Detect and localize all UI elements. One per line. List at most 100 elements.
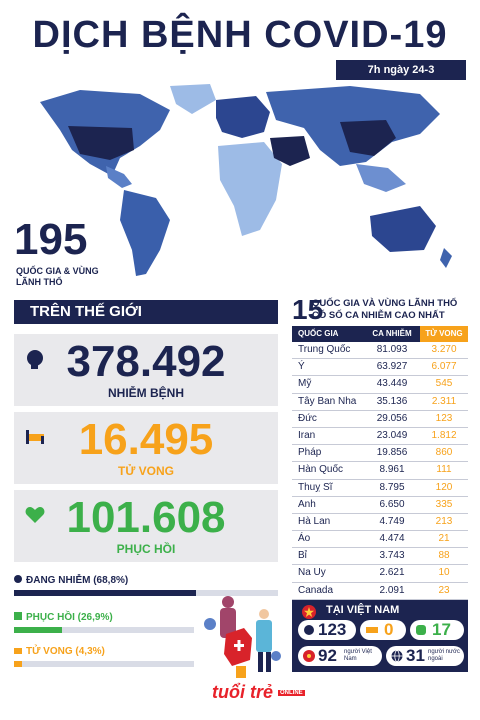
- vietnam-flag-small-icon: [303, 650, 315, 662]
- cases-cell: 29.056: [376, 412, 408, 424]
- australia-region: [370, 206, 436, 252]
- recovered-bar-track: [14, 627, 194, 633]
- deaths-cell: 2.311: [431, 395, 457, 407]
- deaths-cell: 23: [438, 584, 450, 596]
- active-bar-group: ĐANG NHIỄM (68,8%): [14, 575, 278, 596]
- active-bar-fill: [14, 590, 196, 596]
- middle-east-region: [270, 136, 310, 166]
- vietnam-title: TẠI VIỆT NAM: [326, 604, 400, 616]
- south-america-region: [120, 190, 170, 276]
- infected-label: NHIỄM BỆNH: [107, 386, 184, 400]
- recovered-bar-label: PHỤC HỒI (26,9%): [14, 612, 194, 623]
- world-map: [40, 84, 452, 276]
- bed-icon: [26, 430, 44, 444]
- country-cell: Iran: [298, 429, 316, 441]
- bed-small-icon: [14, 648, 22, 654]
- vn-deaths-value: 0: [384, 620, 394, 639]
- country-cell: Hà Lan: [298, 515, 331, 527]
- vietnam-flag-icon: [302, 605, 316, 619]
- table-row: Iran 23.049 1.812: [292, 428, 468, 446]
- country-cell: Đức: [298, 412, 317, 424]
- country-cell: Mỹ: [298, 378, 312, 390]
- table-row: Canada 2.091 23: [292, 583, 468, 600]
- deaths-cell: 123: [435, 412, 453, 424]
- cases-cell: 4.474: [379, 533, 405, 545]
- cases-cell: 19.856: [376, 447, 408, 459]
- table-row: Trung Quốc 81.093 3.270: [292, 342, 468, 360]
- country-cell: Pháp: [298, 447, 322, 459]
- country-cell: Ý: [298, 361, 305, 373]
- globe-icon: [391, 650, 403, 662]
- heart-small-icon: [14, 612, 22, 620]
- country-cell: Hàn Quốc: [298, 464, 344, 476]
- recovered-bar-group: PHỤC HỒI (26,9%): [14, 612, 194, 633]
- infected-card: 378.492 NHIỄM BỆNH: [14, 334, 278, 406]
- page-title: DỊCH BỆNH COVID-19: [32, 14, 448, 56]
- vn-people-value: 92: [318, 646, 337, 665]
- recovered-value: 101.608: [66, 493, 226, 542]
- foreigners-pill: 31 người nước ngoài: [386, 646, 464, 666]
- table-body: Trung Quốc 81.093 3.270 Ý 63.927 6.077 Mỹ 43.44…: [292, 342, 468, 600]
- active-bar-label: ĐANG NHIỄM (68,8%): [14, 575, 278, 586]
- foreigners-label: người nước ngoài: [428, 649, 460, 662]
- cases-cell: 6.650: [379, 498, 405, 510]
- deaths-cell: 545: [435, 378, 453, 390]
- header-deaths: TỬ VONG: [420, 326, 468, 342]
- deaths-bar-label: TỬ VONG (4,3%): [14, 646, 194, 657]
- table-row: Anh 6.650 335: [292, 497, 468, 514]
- heart-icon: [25, 507, 45, 523]
- country-cell: Bỉ: [298, 550, 307, 562]
- deaths-cell: 213: [435, 515, 453, 527]
- china-region: [340, 120, 396, 156]
- foreigners-value: 31: [406, 646, 425, 665]
- country-cell: Trung Quốc: [298, 344, 351, 355]
- bed-small-icon: [366, 627, 378, 633]
- vn-people-label: người Việt Nam: [344, 649, 372, 662]
- header-country: QUỐC GIA: [292, 326, 364, 342]
- deaths-cell: 860: [435, 447, 453, 459]
- usa-region: [68, 126, 134, 160]
- table-row: Hàn Quốc 8.961 111: [292, 462, 468, 480]
- deaths-cell: 3.270: [431, 344, 457, 355]
- cases-cell: 8.795: [379, 481, 405, 493]
- country-cell: Na Uy: [298, 567, 326, 579]
- vn-infected-value: 123: [318, 620, 347, 639]
- table-row: Mỹ 43.449 545: [292, 376, 468, 394]
- africa-region: [218, 142, 282, 236]
- vn-people-pill: 92 người Việt Nam: [298, 646, 382, 666]
- deaths-bar-track: [14, 661, 194, 667]
- heart-small-icon: [416, 625, 426, 635]
- infected-value: 378.492: [66, 337, 226, 386]
- deaths-bar-fill: [14, 661, 22, 667]
- new-zealand-region: [440, 248, 452, 268]
- table-header: QUỐC GIA CA NHIỄM TỬ VONG: [292, 326, 468, 342]
- countries-label: QUỐC GIA & VÙNG LÃNH THỔ: [16, 266, 99, 287]
- deaths-value: 16.495: [78, 415, 214, 464]
- southeast-asia-region: [356, 164, 406, 192]
- deaths-cell: 88: [438, 550, 450, 562]
- table-row: Na Uy 2.621 10: [292, 565, 468, 583]
- deaths-bar-group: TỬ VONG (4,3%): [14, 646, 194, 667]
- cases-cell: 2.091: [379, 584, 405, 596]
- cases-cell: 2.621: [379, 567, 405, 579]
- table-row: Ý 63.927 6.077: [292, 359, 468, 377]
- deaths-cell: 1.812: [431, 429, 457, 441]
- table-row: Hà Lan 4.749 213: [292, 514, 468, 532]
- cases-cell: 43.449: [376, 378, 408, 390]
- recovered-label: PHỤC HỒI: [116, 542, 176, 556]
- vn-recovered-value: 17: [432, 620, 451, 639]
- deaths-cell: 21: [438, 533, 450, 545]
- tuoi-tre-logo: tuổi trẻ ONLINE: [212, 682, 305, 702]
- country-cell: Áo: [298, 533, 311, 545]
- cases-cell: 8.961: [379, 464, 405, 476]
- header-cases: CA NHIỄM: [364, 326, 420, 342]
- recovered-bar-fill: [14, 627, 63, 633]
- recovered-card: 101.608 PHỤC HỒI: [14, 490, 278, 562]
- top15-number: 15: [292, 294, 324, 325]
- vn-deaths-pill: 0: [360, 620, 406, 640]
- deaths-card: 16.495 TỬ VONG: [14, 412, 278, 484]
- country-cell: Thuỵ Sĩ: [298, 481, 333, 493]
- deaths-cell: 10: [438, 567, 450, 579]
- vn-recovered-pill: 17: [410, 620, 464, 640]
- countries-count: 195: [14, 215, 88, 264]
